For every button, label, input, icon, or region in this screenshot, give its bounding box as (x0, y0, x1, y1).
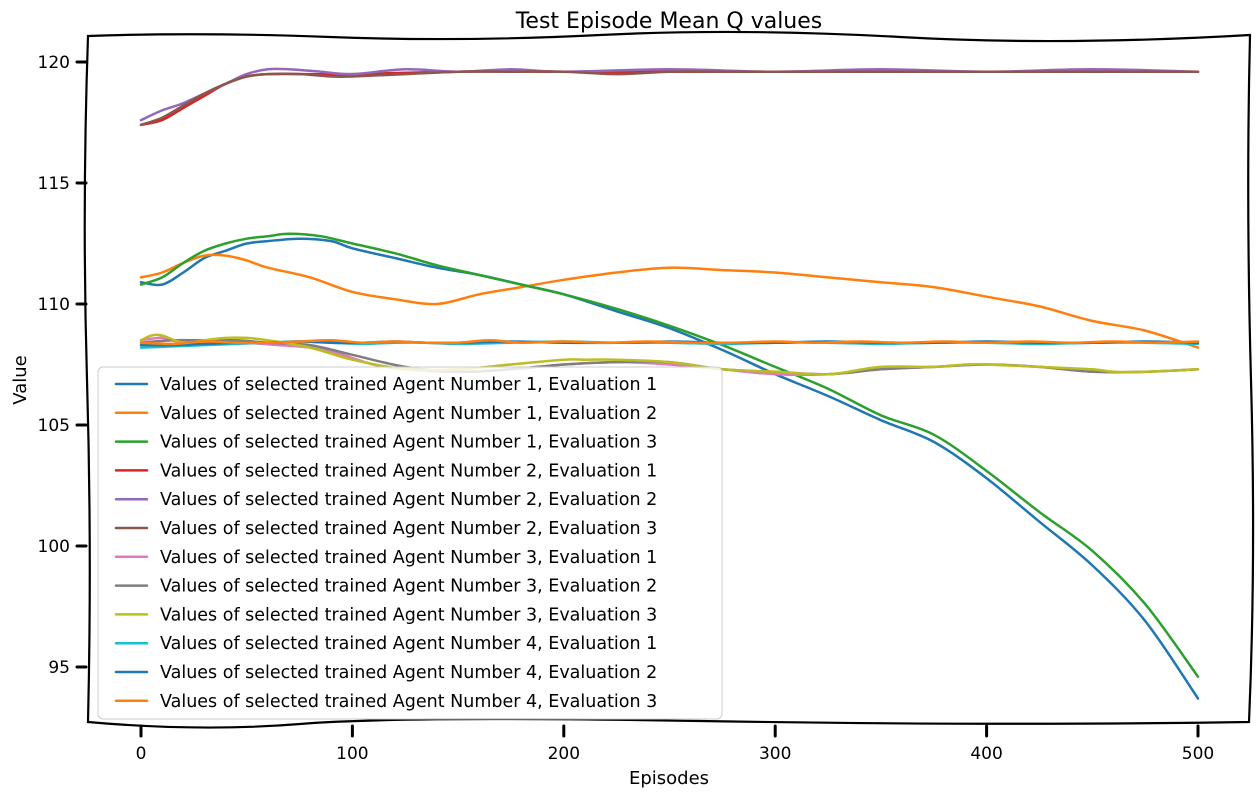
series-line-4 (139, 70, 1200, 127)
legend-item: Values of selected trained Agent Number … (114, 634, 657, 654)
legend-item: Values of selected trained Agent Number … (114, 404, 657, 424)
legend-item: Values of selected trained Agent Number … (114, 490, 657, 510)
legend-item: Values of selected trained Agent Number … (114, 663, 657, 683)
legend-item: Values of selected trained Agent Number … (114, 433, 657, 453)
legend-item: Values of selected trained Agent Number … (114, 692, 657, 712)
y-tick-label: 95 (48, 658, 70, 678)
y-tick-label: 120 (38, 53, 70, 73)
legend-label: Values of selected trained Agent Number … (160, 404, 657, 424)
legend-item: Values of selected trained Agent Number … (114, 548, 657, 568)
y-tick-label: 100 (38, 537, 70, 557)
legend-frame (97, 366, 723, 720)
legend-label: Values of selected trained Agent Number … (160, 605, 657, 625)
y-tick-label: 105 (38, 416, 70, 436)
series-line-3 (139, 232, 1200, 678)
legend-label: Values of selected trained Agent Number … (160, 490, 657, 510)
legend-item: Values of selected trained Agent Number … (114, 577, 657, 597)
legend-item: Values of selected trained Agent Number … (114, 375, 657, 395)
legend-label: Values of selected trained Agent Number … (160, 433, 657, 453)
legend-label: Values of selected trained Agent Number … (160, 577, 657, 597)
plot-lines (139, 67, 1200, 700)
series-line-5 (139, 67, 1200, 122)
y-tick-label: 115 (38, 174, 70, 194)
series-line-9 (139, 333, 1200, 376)
legend-label: Values of selected trained Agent Number … (160, 663, 657, 683)
series-line-6 (139, 70, 1200, 127)
legend-label: Values of selected trained Agent Number … (160, 548, 657, 568)
x-tick-label: 400 (970, 744, 1002, 764)
legend-item: Values of selected trained Agent Number … (114, 519, 657, 539)
y-tick-label: 110 (38, 295, 70, 315)
x-axis: 0 100 200 300 400 500 (136, 724, 1214, 764)
y-axis: 95 100 105 110 115 120 (38, 53, 88, 678)
x-tick-label: 300 (759, 744, 791, 764)
x-axis-label: Episodes (629, 768, 709, 789)
legend-label: Values of selected trained Agent Number … (160, 692, 657, 712)
x-tick-label: 200 (548, 744, 580, 764)
x-tick-label: 100 (336, 744, 368, 764)
legend: Values of selected trained Agent Number … (97, 366, 723, 720)
legend-label: Values of selected trained Agent Number … (160, 461, 657, 481)
legend-item: Values of selected trained Agent Number … (114, 605, 657, 625)
series-line-2 (139, 253, 1200, 349)
legend-label: Values of selected trained Agent Number … (160, 634, 657, 654)
legend-item: Values of selected trained Agent Number … (114, 461, 657, 481)
chart-title: Test Episode Mean Q values (515, 9, 823, 34)
x-tick-label: 0 (136, 744, 147, 764)
plot-frame (83, 30, 1255, 729)
series-line-12 (139, 339, 1200, 346)
legend-label: Values of selected trained Agent Number … (160, 519, 657, 539)
x-tick-label: 500 (1182, 744, 1214, 764)
y-axis-label: Value (10, 355, 31, 404)
legend-label: Values of selected trained Agent Number … (160, 375, 657, 395)
